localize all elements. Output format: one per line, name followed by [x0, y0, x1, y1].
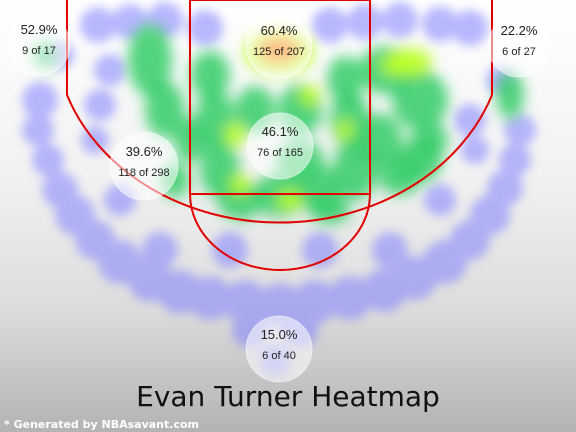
zone-bubble-left-mid-range — [109, 131, 179, 201]
zone-pct-above-break-three: 15.0% — [260, 327, 298, 342]
zone-bubble-above-break-three — [245, 315, 313, 383]
zone-label-restricted-area: 60.4% 125 of 207 — [253, 23, 305, 59]
heat-blob-low — [454, 104, 486, 136]
court-lines — [66, 0, 493, 271]
zone-label-right-corner-three: 22.2% 6 of 27 — [501, 23, 538, 59]
zone-count-right-corner-three: 6 of 27 — [502, 46, 536, 58]
heat-blob-mid — [310, 196, 350, 224]
heat-blob-low — [32, 144, 64, 176]
heat-blob-low — [188, 276, 232, 320]
heat-blob-warm — [337, 120, 353, 140]
heat-blob-warm — [225, 123, 245, 147]
zone-count-left-mid-range: 118 of 298 — [118, 167, 170, 179]
zone-pct-paint-non-ra: 46.1% — [261, 124, 299, 139]
zone-bubble-paint-non-ra — [246, 112, 314, 180]
heat-blob-low — [452, 10, 488, 46]
heat-blob-low — [382, 2, 418, 38]
chart-title: Evan Turner Heatmap — [136, 380, 440, 413]
zone-pct-left-mid-range: 39.6% — [125, 144, 163, 159]
zone-label-above-break-three: 15.0% 6 of 40 — [261, 327, 298, 363]
heat-blob-mid — [412, 122, 448, 158]
zone-count-above-break-three: 6 of 40 — [262, 350, 296, 362]
heat-blob-low — [80, 7, 116, 43]
zone-pct-left-corner-three: 52.9% — [20, 22, 58, 37]
heat-blob-low — [424, 184, 456, 216]
heat-blob-low — [328, 276, 372, 320]
zone-bubbles — [7, 12, 551, 383]
heat-blob-low — [461, 136, 489, 164]
zone-bubble-left-corner-three — [7, 13, 71, 77]
heat-blob-low — [302, 232, 338, 268]
heat-blob-low — [499, 144, 531, 176]
heat-blob-mid — [190, 51, 230, 99]
heat-blob-warm — [381, 55, 409, 75]
heat-blob-mid — [496, 71, 524, 119]
heat-blob-warm — [300, 85, 320, 105]
credit-text: * Generated by NBAsavant.com — [4, 418, 199, 431]
heat-blob-low — [212, 232, 248, 268]
heat-blob-low — [504, 114, 536, 146]
heat-blob-low — [22, 82, 58, 118]
zone-label-left-mid-range: 39.6% 118 of 298 — [118, 144, 169, 180]
heat-density-low-layer — [22, 2, 536, 376]
heat-blob-low — [223, 280, 267, 324]
heat-blob-low — [187, 10, 223, 46]
heat-blob-low — [94, 54, 126, 86]
heat-blob-mid — [327, 56, 363, 104]
zone-bubble-right-corner-three — [487, 14, 551, 78]
zone-bubble-restricted-area — [245, 12, 313, 80]
heat-blob-mid — [218, 180, 262, 220]
heat-blob-mid — [392, 70, 448, 130]
zone-pct-right-corner-three: 22.2% — [500, 23, 538, 38]
heat-blob-low — [312, 7, 348, 43]
zone-count-left-corner-three: 9 of 17 — [22, 45, 56, 57]
heat-blob-low — [142, 232, 178, 268]
zone-label-left-corner-three: 52.9% 9 of 17 — [21, 22, 58, 58]
heat-blob-low — [372, 232, 408, 268]
three-point-arc — [66, 94, 493, 224]
zone-count-restricted-area: 125 of 207 — [253, 46, 305, 58]
heat-blob-mid — [145, 82, 185, 138]
heat-blob-mid — [128, 24, 172, 96]
heat-blob-low — [487, 170, 523, 206]
zone-pct-restricted-area: 60.4% — [260, 23, 298, 38]
heat-blob-low — [22, 114, 54, 146]
heat-blob-low — [422, 6, 458, 42]
paint-lane — [189, 0, 371, 195]
free-throw-arc — [189, 193, 371, 271]
heat-blob-low — [347, 4, 383, 40]
heat-blob-warm — [230, 175, 250, 195]
zone-count-paint-non-ra: 76 of 165 — [257, 147, 303, 159]
heat-blob-low — [84, 89, 116, 121]
zone-label-paint-non-ra: 46.1% 76 of 165 — [257, 124, 303, 160]
